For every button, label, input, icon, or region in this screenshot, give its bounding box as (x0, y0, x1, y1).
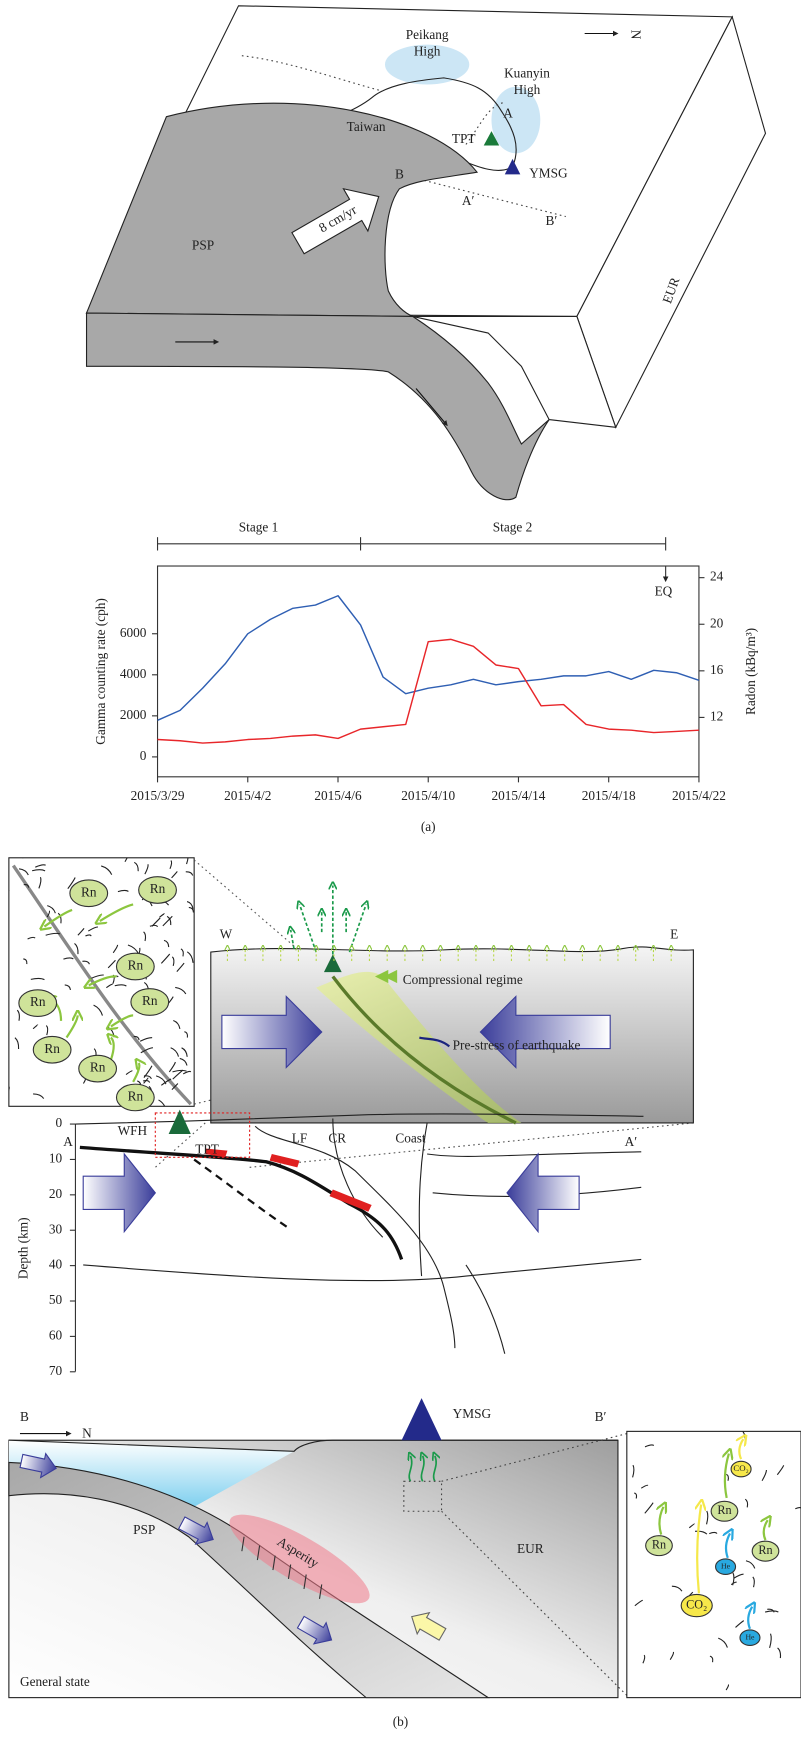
gas-label: Rn (652, 1537, 666, 1551)
time-series-chart: Stage 1 Stage 2 EQ Gamma counting rate (… (93, 519, 758, 834)
rn-label: Rn (44, 1041, 60, 1056)
a-label: A (63, 1134, 73, 1149)
north-label: N (629, 30, 644, 40)
y-tick-label: 2000 (120, 707, 147, 722)
plot-frame (158, 566, 699, 777)
a-label: A (503, 106, 513, 121)
psp-label: PSP (133, 1522, 155, 1537)
wfh-label: WFH (118, 1123, 148, 1138)
ymsg-station (402, 1398, 442, 1440)
x-tick-label: 2015/4/10 (401, 788, 455, 803)
east-label: E (670, 927, 678, 942)
gas-label: CO₂ (686, 1597, 707, 1611)
eq-label: EQ (655, 584, 673, 599)
y-axis-label: Gamma counting rate (cph) (93, 598, 108, 745)
ymsg-label: YMSG (453, 1406, 492, 1421)
kuanyin-label: Kuanyin (504, 66, 550, 81)
stage-label: Stage 2 (493, 519, 533, 534)
panel-label: (b) (393, 1714, 409, 1729)
rn-label: Rn (150, 881, 166, 896)
peikang-label: High (414, 43, 441, 58)
taiwan-label: Taiwan (347, 119, 386, 134)
ymsg-label: YMSG (529, 165, 568, 180)
gas-label: Rn (758, 1543, 772, 1557)
cross-section: A A′ WFH TPT LF CR Coast Depth (km) 0 10 2… (15, 1110, 643, 1378)
y-tick-label: 0 (140, 748, 147, 763)
peikang-label: Peikang (406, 27, 449, 42)
state-label: General state (20, 1674, 90, 1689)
psp-slab (87, 313, 550, 500)
y2-tick-label: 20 (710, 615, 724, 630)
depth-tick-label: 20 (49, 1186, 63, 1201)
depth-tick-label: 40 (49, 1257, 63, 1272)
x-tick-label: 2015/4/6 (314, 788, 362, 803)
left-inset: Rn Rn Rn Rn Rn Rn Rn Rn (5, 852, 195, 1111)
eur-label: EUR (517, 1541, 544, 1556)
compression-arrow (83, 1154, 155, 1232)
rn-label: Rn (81, 884, 97, 899)
x-tick-label: 2015/4/14 (491, 788, 545, 803)
panel-label: (a) (421, 819, 436, 834)
west-label: W (220, 927, 233, 942)
data-line (158, 596, 699, 721)
depth-tick-label: 30 (49, 1221, 63, 1236)
y-tick-label: 6000 (120, 625, 147, 640)
x-tick-label: 2015/3/29 (131, 788, 185, 803)
b-prime-label: B′ (545, 213, 557, 228)
y2-tick-label: 24 (710, 569, 724, 584)
stage-label: Stage 1 (239, 519, 279, 534)
figure: N Peikang High Kuanyin High Taiwan TPT A… (0, 0, 801, 1740)
gas-label: He (745, 1632, 755, 1641)
gas-label: Rn (717, 1503, 731, 1517)
page: { "block_diagram": { "north": "N", "peik… (0, 0, 801, 1740)
x-tick-label: 2015/4/2 (224, 788, 271, 803)
y-tick-label: 4000 (120, 666, 147, 681)
lower-section: B N B′ YMSG PSP Asperity EUR General sta… (9, 1398, 627, 1698)
rn-label: Rn (30, 994, 46, 1009)
y2-tick-label: 12 (710, 708, 723, 723)
y2-tick-label: 16 (710, 662, 724, 677)
north-label: N (82, 1426, 92, 1441)
data-line (158, 639, 699, 743)
b-prime-label: B′ (595, 1409, 607, 1424)
depth-tick-label: 50 (49, 1292, 63, 1307)
a-prime-label: A′ (625, 1134, 638, 1149)
kuanyin-label: High (514, 82, 541, 97)
depth-label: Depth (km) (15, 1217, 30, 1279)
tpt-label: TPT (452, 131, 476, 146)
psp-label: PSP (192, 238, 214, 253)
compression-arrow (507, 1154, 579, 1232)
prestress-label: Pre-stress of earthquake (453, 1037, 581, 1052)
right-inset: CO₂ Rn Rn He Rn CO₂ He (627, 1430, 801, 1698)
depth-tick-label: 70 (49, 1363, 63, 1378)
y2-axis-label: Radon (kBq/m³) (743, 628, 758, 715)
rn-label: Rn (128, 1088, 144, 1103)
rn-label: Rn (90, 1060, 106, 1075)
fault-line (194, 1160, 291, 1230)
tpt-label: TPT (195, 1142, 219, 1157)
depth-tick-label: 60 (49, 1327, 63, 1342)
depth-tick-label: 10 (49, 1150, 63, 1165)
cr-label: CR (328, 1131, 346, 1146)
x-tick-label: 2015/4/22 (672, 788, 726, 803)
a-prime-label: A′ (462, 193, 475, 208)
upper-section: W E Compressional regime Pre-stress of e… (211, 886, 694, 1123)
rn-label: Rn (142, 993, 158, 1008)
coast-label: Coast (395, 1131, 426, 1146)
rn-label: Rn (128, 958, 144, 973)
gas-label: CO₂ (733, 1463, 748, 1473)
gas-label: He (721, 1561, 731, 1570)
block-diagram (87, 6, 766, 500)
x-tick-label: 2015/4/18 (582, 788, 636, 803)
depth-tick-label: 0 (55, 1115, 62, 1130)
b-label: B (20, 1409, 29, 1424)
lf-label: LF (292, 1131, 308, 1146)
b-label: B (395, 167, 404, 182)
compressional-label: Compressional regime (403, 972, 523, 987)
